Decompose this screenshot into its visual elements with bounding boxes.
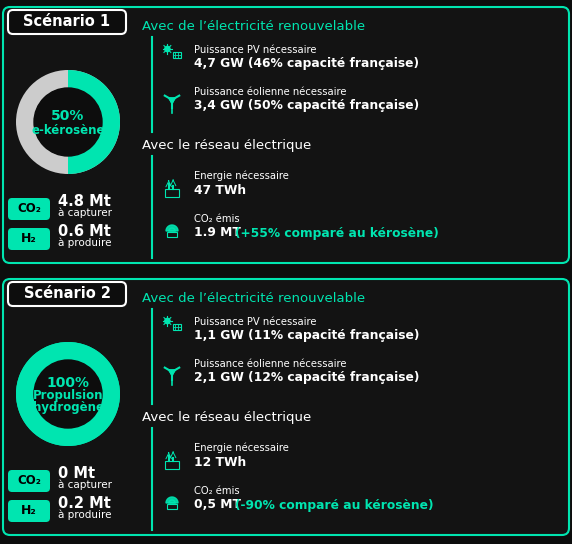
Text: 1.9 MT: 1.9 MT (194, 226, 245, 239)
Circle shape (34, 88, 102, 156)
Text: 2,1 GW (12% capacité française): 2,1 GW (12% capacité française) (194, 372, 419, 385)
Bar (173, 324, 181, 330)
Text: Scénario 2: Scénario 2 (23, 287, 110, 301)
Text: Puissance éolienne nécessaire: Puissance éolienne nécessaire (194, 87, 347, 97)
Polygon shape (166, 225, 178, 231)
Text: 3,4 GW (50% capacité française): 3,4 GW (50% capacité française) (194, 100, 419, 113)
Text: CO₂ émis: CO₂ émis (194, 486, 240, 496)
Polygon shape (166, 497, 178, 503)
Text: 100%: 100% (46, 376, 89, 390)
FancyBboxPatch shape (8, 198, 50, 220)
Text: CO₂: CO₂ (17, 474, 41, 487)
Text: Avec le réseau électrique: Avec le réseau électrique (142, 139, 311, 152)
Text: Puissance PV nécessaire: Puissance PV nécessaire (194, 317, 316, 327)
Text: Puissance éolienne nécessaire: Puissance éolienne nécessaire (194, 359, 347, 369)
Wedge shape (16, 70, 120, 174)
Text: 0.2 Mt: 0.2 Mt (58, 496, 111, 510)
Text: 0.6 Mt: 0.6 Mt (58, 224, 111, 238)
Text: Avec de l’électricité renouvelable: Avec de l’électricité renouvelable (142, 292, 365, 305)
Circle shape (34, 360, 102, 428)
FancyBboxPatch shape (3, 7, 569, 263)
Text: 4,7 GW (46% capacité française): 4,7 GW (46% capacité française) (194, 58, 419, 71)
Text: à capturer: à capturer (58, 480, 112, 490)
Circle shape (170, 98, 173, 101)
Text: CO₂ émis: CO₂ émis (194, 214, 240, 224)
Text: H₂: H₂ (21, 504, 37, 517)
Text: Propulsion: Propulsion (33, 390, 104, 403)
Bar (165, 461, 178, 469)
Text: 1,1 GW (11% capacité française): 1,1 GW (11% capacité française) (194, 330, 419, 343)
Text: 47 TWh: 47 TWh (194, 183, 246, 196)
Text: 0 Mt: 0 Mt (58, 466, 95, 480)
Text: hydrogène: hydrogène (33, 401, 104, 415)
Text: Avec de l’électricité renouvelable: Avec de l’électricité renouvelable (142, 20, 365, 33)
FancyBboxPatch shape (3, 279, 569, 535)
Text: H₂: H₂ (21, 232, 37, 245)
Text: e-kérosène: e-kérosène (31, 123, 105, 137)
Circle shape (165, 318, 170, 324)
Text: Puissance PV nécessaire: Puissance PV nécessaire (194, 45, 316, 55)
Text: (+55% comparé au kérosène): (+55% comparé au kérosène) (235, 226, 438, 239)
Bar (173, 52, 181, 58)
Text: Scénario 1: Scénario 1 (23, 15, 110, 29)
Text: à capturer: à capturer (58, 208, 112, 218)
Wedge shape (68, 70, 120, 174)
Text: à produire: à produire (58, 510, 112, 520)
Text: Energie nécessaire: Energie nécessaire (194, 443, 289, 453)
Circle shape (170, 370, 173, 373)
Text: CO₂: CO₂ (17, 202, 41, 215)
Text: à produire: à produire (58, 238, 112, 248)
FancyBboxPatch shape (8, 282, 126, 306)
Text: 4.8 Mt: 4.8 Mt (58, 194, 111, 208)
Wedge shape (16, 342, 120, 446)
Text: 50%: 50% (51, 109, 85, 123)
FancyBboxPatch shape (8, 228, 50, 250)
Wedge shape (16, 342, 120, 446)
Text: Energie nécessaire: Energie nécessaire (194, 171, 289, 181)
Bar (167, 504, 177, 509)
Text: (-90% comparé au kérosène): (-90% comparé au kérosène) (235, 498, 433, 511)
Text: 0,5 MT: 0,5 MT (194, 498, 245, 511)
Bar (165, 189, 178, 197)
Bar (167, 232, 177, 237)
FancyBboxPatch shape (8, 10, 126, 34)
Circle shape (165, 46, 170, 52)
Text: Avec le réseau électrique: Avec le réseau électrique (142, 411, 311, 424)
FancyBboxPatch shape (8, 500, 50, 522)
FancyBboxPatch shape (8, 470, 50, 492)
Text: 12 TWh: 12 TWh (194, 455, 247, 468)
